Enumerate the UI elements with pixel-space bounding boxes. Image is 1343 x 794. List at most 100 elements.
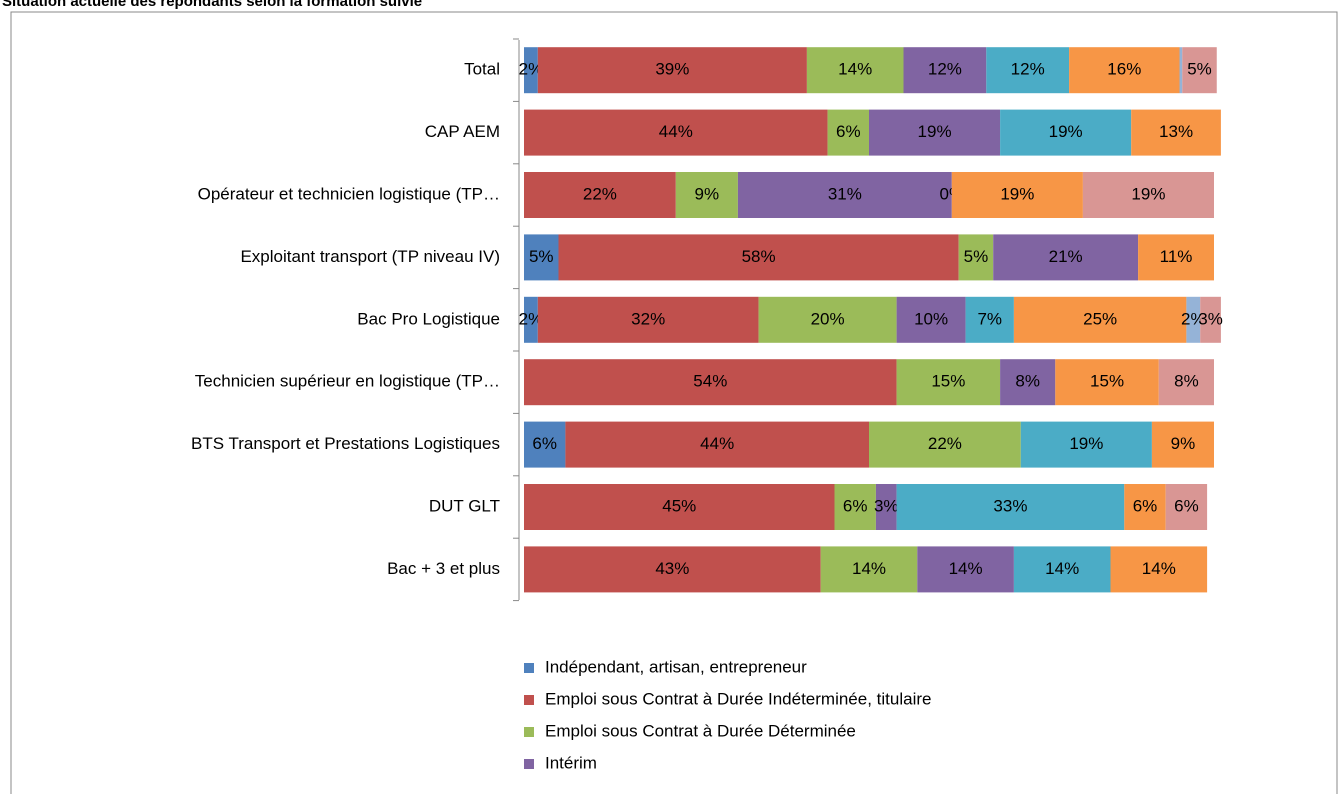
legend-label: Intérim	[545, 753, 597, 772]
data-label: 8%	[1015, 372, 1040, 391]
bar-segment	[1055, 359, 1159, 406]
data-label: 44%	[700, 434, 734, 453]
bar-segment	[524, 172, 676, 218]
bar-segment	[896, 484, 1125, 530]
data-label: 14%	[838, 60, 872, 79]
data-label: 31%	[828, 184, 862, 203]
bar-segment	[675, 172, 738, 218]
chart-title: Situation actuelle des répondants selon …	[2, 0, 422, 10]
bar-segment	[558, 234, 959, 281]
data-label: 15%	[931, 372, 965, 391]
legend-swatch	[524, 759, 534, 769]
category-label: Bac Pro Logistique	[357, 309, 500, 328]
bar-segment	[820, 546, 918, 593]
data-label: 19%	[1049, 122, 1083, 141]
data-label: 19%	[1131, 184, 1165, 203]
bar-segment	[1186, 296, 1201, 343]
bar-segment	[917, 546, 1014, 593]
legend-label: Emploi sous Contrat à Durée Déterminée	[545, 721, 856, 740]
data-label: 14%	[852, 559, 886, 578]
data-label: 14%	[1142, 559, 1176, 578]
bar-segment	[1158, 359, 1214, 406]
bar-segment	[524, 234, 559, 281]
data-label: 6%	[836, 122, 861, 141]
data-label: 14%	[949, 559, 983, 578]
bar-segment	[524, 47, 538, 94]
data-label: 9%	[1171, 434, 1196, 453]
category-label: Total	[464, 60, 500, 79]
category-label: Opérateur et technicien logistique (TP…	[198, 184, 500, 203]
data-label: 6%	[1174, 496, 1199, 515]
data-label: 54%	[693, 372, 727, 391]
bar-segment	[524, 109, 828, 156]
bar-segment	[1020, 421, 1152, 468]
data-label: 39%	[655, 60, 689, 79]
bar-segment	[537, 47, 807, 94]
bar-segment	[806, 47, 904, 94]
data-label: 5%	[529, 247, 554, 266]
bar-segment	[758, 296, 897, 343]
category-label: BTS Transport et Prestations Logistiques	[191, 434, 500, 453]
data-label: 22%	[583, 184, 617, 203]
legend-swatch	[524, 695, 534, 705]
legend-label: Indépendant, artisan, entrepreneur	[545, 657, 807, 676]
bar-segment	[896, 359, 1001, 406]
bar-segment	[537, 296, 759, 343]
bar-segment	[737, 172, 952, 218]
legend-swatch	[524, 663, 534, 673]
bar-segment	[565, 421, 869, 468]
data-label: 12%	[1011, 60, 1045, 79]
data-label: 3%	[874, 496, 899, 515]
bar-segment	[524, 484, 835, 530]
bar-segment	[1200, 296, 1221, 343]
data-label: 19%	[1069, 434, 1103, 453]
bar-segment	[1131, 109, 1221, 156]
bar-segment	[1179, 47, 1183, 94]
data-label: 5%	[964, 247, 989, 266]
bar-segment	[524, 296, 538, 343]
bar-segment	[951, 172, 1083, 218]
data-label: 11%	[1160, 247, 1193, 266]
data-label: 25%	[1083, 309, 1117, 328]
data-label: 2%	[519, 309, 544, 328]
data-label: 45%	[662, 496, 696, 515]
data-label: 14%	[1045, 559, 1079, 578]
data-label: 19%	[1000, 184, 1034, 203]
data-label: 13%	[1159, 122, 1193, 141]
bar-segment	[834, 484, 876, 530]
data-label: 19%	[918, 122, 952, 141]
bar-segment	[524, 359, 897, 406]
bar-segment	[1138, 234, 1214, 281]
data-label: 2%	[519, 60, 544, 79]
category-label: CAP AEM	[425, 122, 500, 141]
data-label: 22%	[928, 434, 962, 453]
data-label: 7%	[977, 309, 1002, 328]
data-label: 33%	[993, 496, 1027, 515]
bar-segment	[965, 296, 1014, 343]
bar-segment	[1013, 546, 1111, 593]
bar-segment	[903, 47, 987, 94]
bar-segment	[993, 234, 1139, 281]
bar-segment	[1110, 546, 1208, 593]
category-label: Exploitant transport (TP niveau IV)	[240, 247, 500, 266]
data-label: 6%	[843, 496, 868, 515]
data-label: 10%	[914, 309, 948, 328]
data-label: 20%	[811, 309, 845, 328]
data-label: 58%	[742, 247, 776, 266]
data-label: 2%	[1181, 309, 1206, 328]
legend-swatch	[524, 727, 534, 737]
data-label: 3%	[1198, 309, 1223, 328]
category-label: Bac + 3 et plus	[387, 559, 500, 578]
data-label: 6%	[532, 434, 557, 453]
bar-segment	[986, 47, 1070, 94]
bar-segment	[1069, 47, 1180, 94]
data-label: 9%	[695, 184, 720, 203]
bar-segment	[896, 296, 966, 343]
data-label: 8%	[1174, 372, 1199, 391]
data-label: 32%	[631, 309, 665, 328]
bar-segment	[1124, 484, 1166, 530]
bar-segment	[1151, 421, 1214, 468]
bar-segment	[827, 109, 869, 156]
